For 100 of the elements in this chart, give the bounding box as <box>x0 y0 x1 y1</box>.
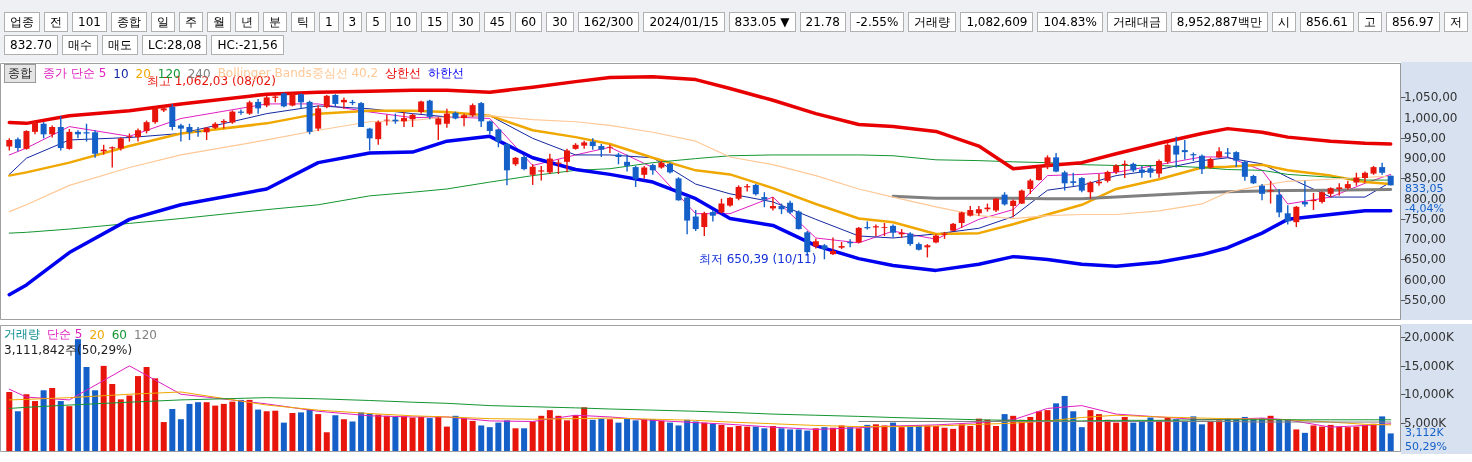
bar <box>958 424 965 451</box>
bar <box>323 432 330 451</box>
bar <box>272 410 279 451</box>
text: 101 <box>72 12 107 32</box>
candlestick <box>701 210 708 237</box>
bar <box>100 365 107 451</box>
bar <box>1250 418 1257 451</box>
bar <box>606 419 613 451</box>
bar <box>795 429 802 451</box>
text: 856.97 <box>1385 12 1440 32</box>
text: 일 <box>150 12 175 32</box>
bar <box>1053 403 1060 451</box>
bar <box>744 426 751 451</box>
y-tick-label: 700,00 <box>1404 232 1446 247</box>
bar <box>572 415 579 451</box>
bar <box>1087 410 1094 451</box>
candlestick <box>606 144 613 154</box>
bar <box>1044 410 1051 451</box>
bar <box>1121 416 1128 451</box>
candlestick <box>315 104 322 132</box>
text: 15 <box>421 12 449 32</box>
bar <box>126 395 133 451</box>
candlestick <box>1276 188 1283 219</box>
candlestick <box>529 163 536 186</box>
candlestick <box>564 148 571 174</box>
bar <box>821 427 828 451</box>
bar <box>1310 425 1317 451</box>
bar <box>1319 426 1326 451</box>
text: 30 <box>546 12 574 32</box>
candlestick <box>1173 136 1180 169</box>
bar <box>950 428 957 451</box>
bar <box>177 419 184 451</box>
candlestick <box>684 195 691 236</box>
bar <box>49 388 56 451</box>
bar <box>152 378 159 451</box>
bar <box>66 406 73 451</box>
bar <box>641 419 648 451</box>
bar <box>418 416 425 451</box>
text: 1 <box>318 12 339 32</box>
bar <box>383 415 390 451</box>
line-series <box>8 391 1392 428</box>
bar <box>1224 418 1231 451</box>
bar <box>1001 414 1008 451</box>
bar <box>829 427 836 451</box>
bar <box>186 403 193 451</box>
candlestick <box>675 176 682 202</box>
bar <box>57 401 64 451</box>
bar <box>237 399 244 451</box>
y-tick-label: 1,000,00 <box>1404 110 1458 125</box>
text: 저 <box>1443 12 1468 32</box>
bar <box>1198 424 1205 451</box>
bar <box>752 426 759 451</box>
bar <box>255 409 262 451</box>
bar <box>229 401 236 451</box>
text: LC:28,08 <box>142 35 208 55</box>
text: 3 <box>342 12 363 32</box>
y-tick-label: 10,000K <box>1404 387 1455 402</box>
candlestick <box>383 114 390 127</box>
bar <box>675 425 682 451</box>
bar <box>598 418 605 451</box>
bar <box>769 426 776 451</box>
bar <box>212 405 219 451</box>
bar <box>486 427 493 451</box>
candlestick <box>358 101 365 128</box>
candlestick <box>92 129 99 159</box>
bar <box>392 416 399 451</box>
bar <box>1370 423 1377 451</box>
bar <box>890 422 897 451</box>
bar <box>684 419 691 451</box>
bar <box>478 425 485 451</box>
bar <box>315 414 322 451</box>
bar <box>1164 417 1171 451</box>
bar <box>400 416 407 451</box>
bar <box>14 411 21 451</box>
bar <box>40 390 47 451</box>
bar <box>735 426 742 451</box>
bar <box>778 428 785 451</box>
text: 종합 <box>110 12 147 32</box>
text: 거래량 <box>4 326 40 343</box>
bar <box>83 367 90 451</box>
text: 162/300 <box>577 12 640 32</box>
annotation: 최저 650,39 (10/11) <box>698 252 817 267</box>
bar <box>332 415 339 451</box>
bar <box>512 428 519 451</box>
bar <box>838 425 845 451</box>
bar <box>1078 427 1085 451</box>
bar <box>555 415 562 451</box>
text: 거래량 <box>908 12 957 32</box>
bar <box>924 425 931 451</box>
bar <box>1241 416 1248 451</box>
bar <box>1147 417 1154 451</box>
candlestick <box>435 116 442 141</box>
bar <box>1070 411 1077 451</box>
text: 104.83% <box>1037 12 1103 32</box>
bar <box>649 419 656 451</box>
candlestick <box>366 127 373 152</box>
text: 20 <box>89 327 105 342</box>
y-tick-label: 600,00 <box>1404 272 1446 287</box>
bar <box>409 417 416 451</box>
bar <box>718 424 725 451</box>
